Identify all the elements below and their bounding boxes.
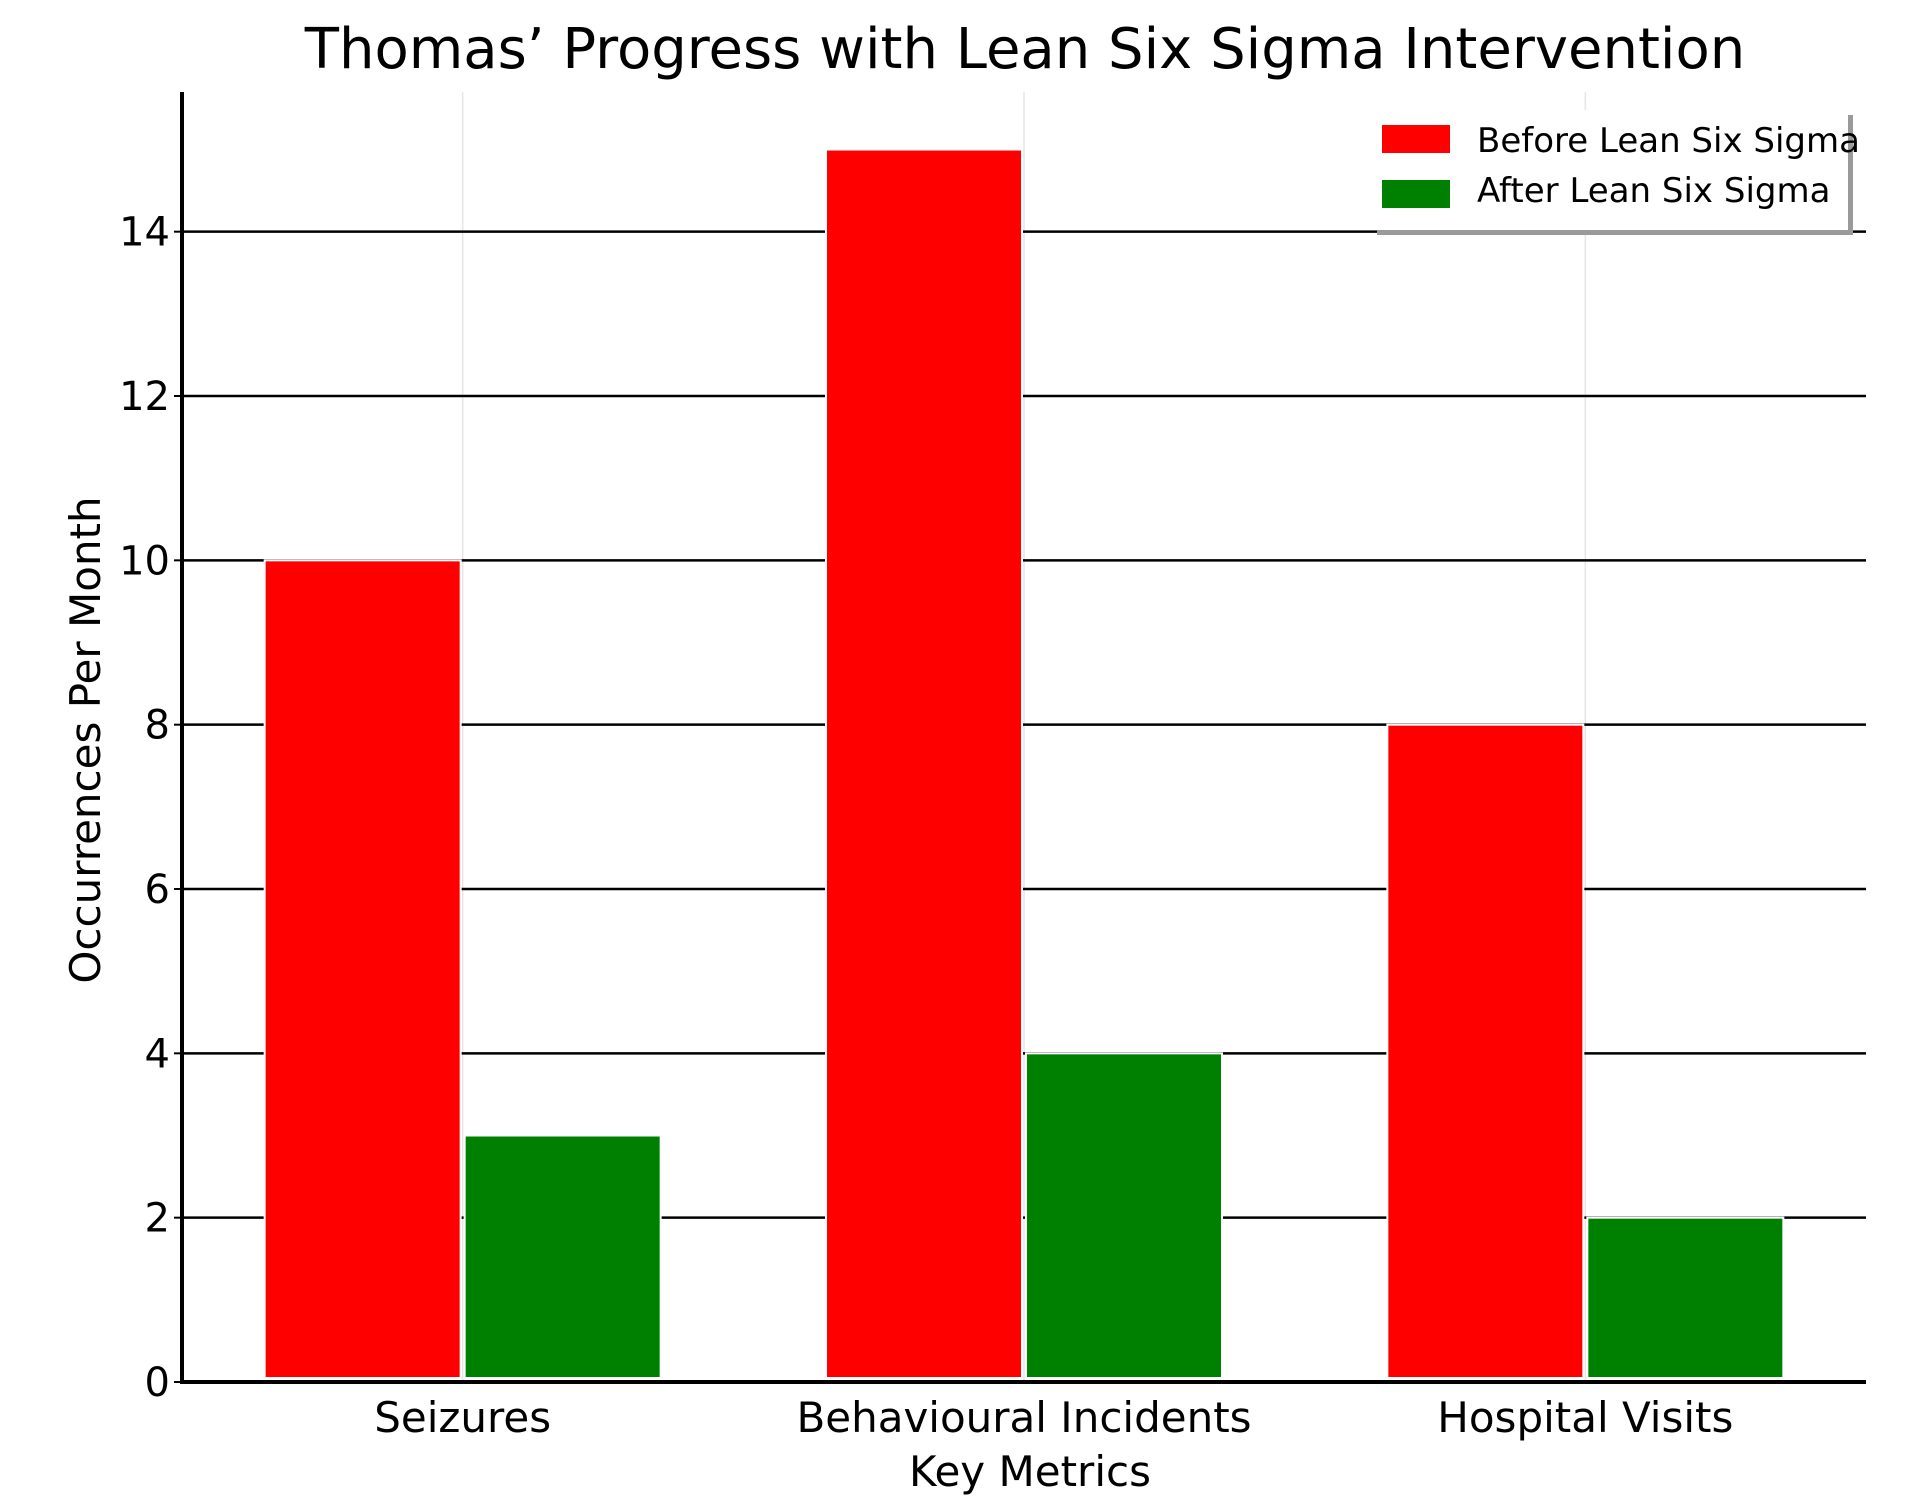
y-tick-label: 4 bbox=[145, 1031, 170, 1077]
y-tick-label: 10 bbox=[119, 538, 170, 584]
y-tick-label: 0 bbox=[145, 1360, 170, 1406]
y-axis-label: Occurrences Per Month bbox=[61, 496, 110, 983]
x-tick-labels: Seizures Behavioural Incidents Hospital Vi… bbox=[374, 1393, 1733, 1442]
y-tick-label: 6 bbox=[145, 867, 170, 913]
chart-title: Thomas’ Progress with Lean Six Sigma Int… bbox=[304, 17, 1745, 82]
x-axis-label: Key Metrics bbox=[909, 1447, 1151, 1496]
x-tick-label: Hospital Visits bbox=[1437, 1393, 1733, 1442]
legend-swatch-before bbox=[1382, 125, 1450, 153]
x-tick-label: Seizures bbox=[374, 1393, 551, 1442]
bar-before-hospital-visits bbox=[1386, 723, 1585, 1379]
bar-before-behavioural-incidents bbox=[825, 148, 1023, 1380]
y-tick-labels: 0 2 4 6 8 10 12 14 bbox=[119, 210, 182, 1406]
y-tick-label: 8 bbox=[145, 703, 170, 749]
legend: Before Lean Six Sigma After Lean Six Sig… bbox=[1372, 110, 1860, 235]
legend-label-after: After Lean Six Sigma bbox=[1477, 171, 1830, 211]
legend-box bbox=[1372, 110, 1848, 230]
legend-label-before: Before Lean Six Sigma bbox=[1477, 121, 1860, 161]
bar-before-seizures bbox=[263, 559, 462, 1379]
y-tick-label: 2 bbox=[145, 1196, 170, 1242]
bars bbox=[263, 148, 1785, 1380]
bar-after-hospital-visits bbox=[1586, 1216, 1785, 1380]
y-tick-label: 12 bbox=[119, 374, 170, 420]
legend-swatch-after bbox=[1382, 180, 1450, 208]
bar-after-behavioural-incidents bbox=[1025, 1052, 1223, 1379]
bar-after-seizures bbox=[463, 1134, 662, 1379]
x-tick-label: Behavioural Incidents bbox=[796, 1393, 1251, 1442]
y-tick-label: 14 bbox=[119, 210, 170, 256]
